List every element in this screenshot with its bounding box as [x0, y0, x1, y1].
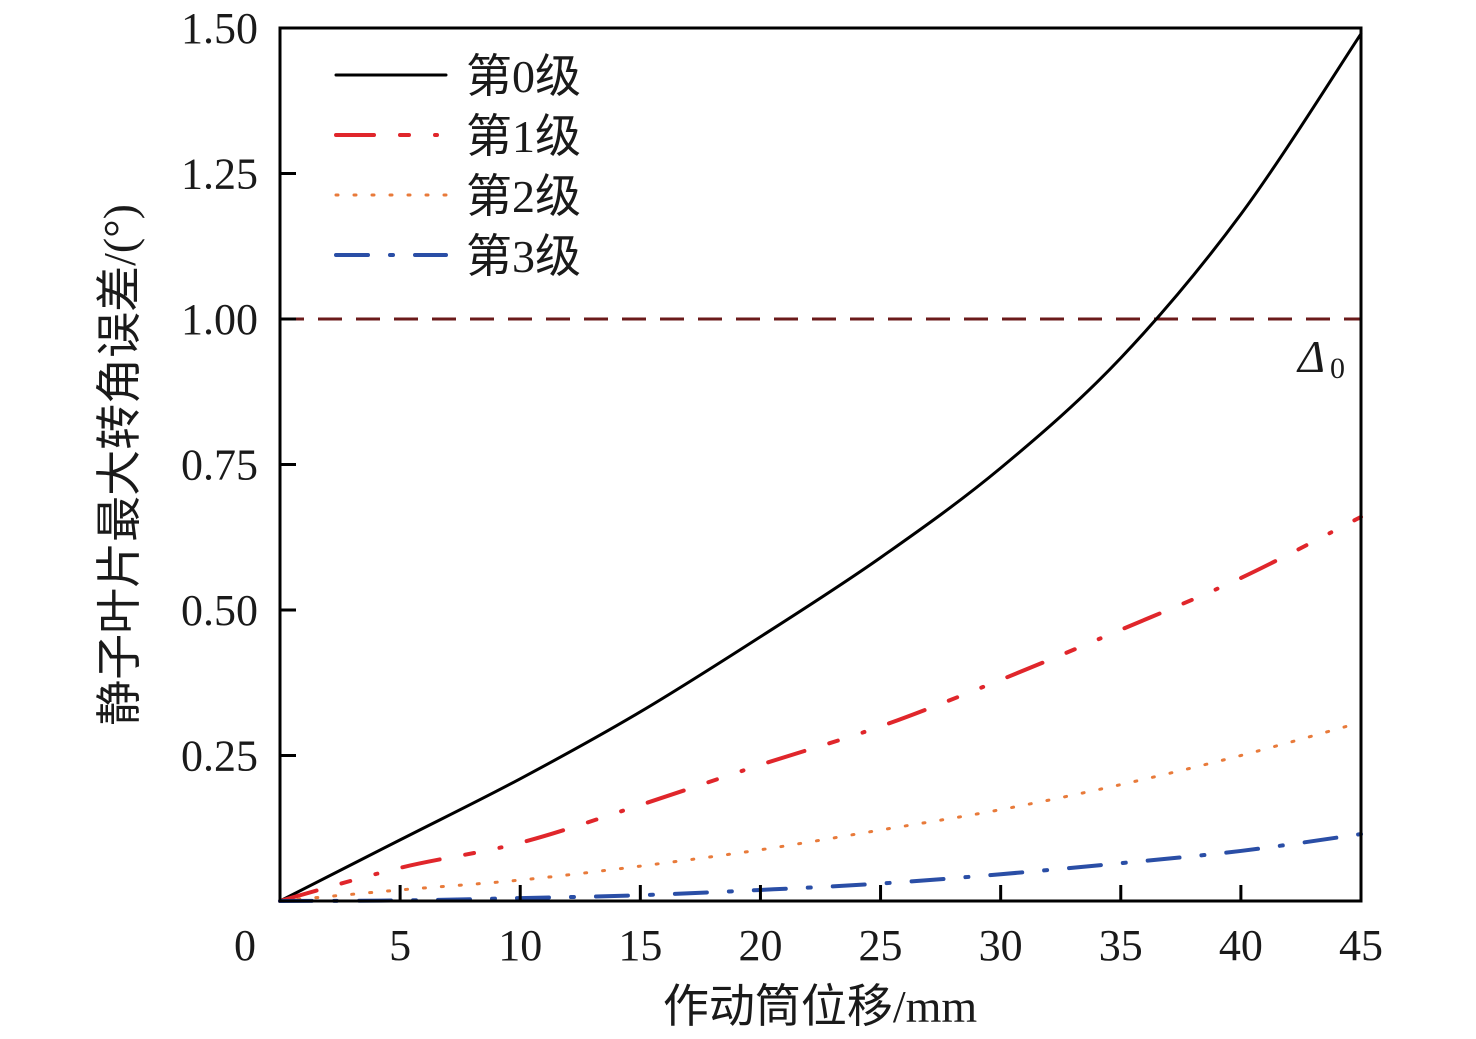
x-tick-label: 5: [389, 921, 411, 970]
series-line-2: [278, 720, 1363, 903]
legend-item: 第1级: [334, 111, 581, 162]
reference-label: Δ 0: [1296, 331, 1345, 385]
x-tick-label: 25: [859, 921, 903, 970]
series-line-0: [278, 32, 1363, 903]
x-tick-label: 15: [618, 921, 662, 970]
legend-item: 第0级: [334, 51, 581, 102]
x-tick-label: 40: [1219, 921, 1263, 970]
series-line-1: [278, 514, 1363, 903]
x-tick-label: 45: [1339, 921, 1383, 970]
y-tick-label: 0.50: [181, 586, 258, 635]
y-tick-label: 1.00: [181, 295, 258, 344]
legend-label: 第2级: [466, 171, 581, 222]
x-tick-label: 10: [498, 921, 542, 970]
x-tick-label: 0: [234, 921, 256, 970]
x-tick-label: 20: [738, 921, 782, 970]
x-tick-label: 35: [1099, 921, 1143, 970]
reference-label-delta: Δ: [1296, 331, 1325, 382]
legend-item: 第3级: [334, 231, 581, 282]
x-axis-label: 作动筒位移/mm: [663, 981, 978, 1032]
series-line-3: [278, 832, 1363, 903]
legend-label: 第1级: [466, 111, 581, 162]
y-tick-label: 0.75: [181, 441, 258, 490]
reference-label-subscript: 0: [1330, 352, 1345, 385]
y-tick-label: 0.25: [181, 732, 258, 781]
legend-item: 第2级: [334, 171, 581, 222]
legend-label: 第0级: [466, 51, 581, 102]
plot-frame: [278, 26, 1363, 903]
ticks-layer: 0 5 10 15 20 25 30 35 40 45 0.25 0.50 0.75 1.00 1.25 1.…: [181, 4, 1383, 970]
y-tick-label: 1.25: [181, 150, 258, 199]
series-layer: [278, 32, 1363, 903]
y-axis-label: 静子叶片最大转角误差/(°): [94, 204, 145, 726]
legend-label: 第3级: [466, 231, 581, 282]
x-tick-label: 30: [979, 921, 1023, 970]
y-tick-label: 1.50: [181, 4, 258, 53]
